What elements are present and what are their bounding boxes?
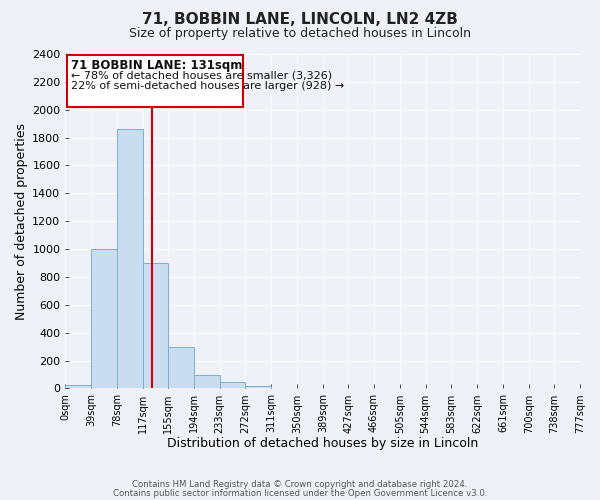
Text: Size of property relative to detached houses in Lincoln: Size of property relative to detached ho…	[129, 28, 471, 40]
X-axis label: Distribution of detached houses by size in Lincoln: Distribution of detached houses by size …	[167, 437, 478, 450]
Text: ← 78% of detached houses are smaller (3,326): ← 78% of detached houses are smaller (3,…	[71, 70, 332, 80]
Text: 71 BOBBIN LANE: 131sqm: 71 BOBBIN LANE: 131sqm	[71, 59, 242, 72]
Bar	[67, 54, 243, 107]
Text: Contains public sector information licensed under the Open Government Licence v3: Contains public sector information licen…	[113, 489, 487, 498]
Bar	[91, 249, 117, 388]
Bar	[117, 130, 143, 388]
Bar	[143, 263, 168, 388]
Bar	[245, 386, 271, 388]
Text: 22% of semi-detached houses are larger (928) →: 22% of semi-detached houses are larger (…	[71, 81, 344, 91]
Text: 71, BOBBIN LANE, LINCOLN, LN2 4ZB: 71, BOBBIN LANE, LINCOLN, LN2 4ZB	[142, 12, 458, 28]
Bar	[194, 374, 220, 388]
Y-axis label: Number of detached properties: Number of detached properties	[15, 122, 28, 320]
Bar	[168, 346, 194, 389]
Text: Contains HM Land Registry data © Crown copyright and database right 2024.: Contains HM Land Registry data © Crown c…	[132, 480, 468, 489]
Bar	[65, 385, 91, 388]
Bar	[220, 382, 245, 388]
